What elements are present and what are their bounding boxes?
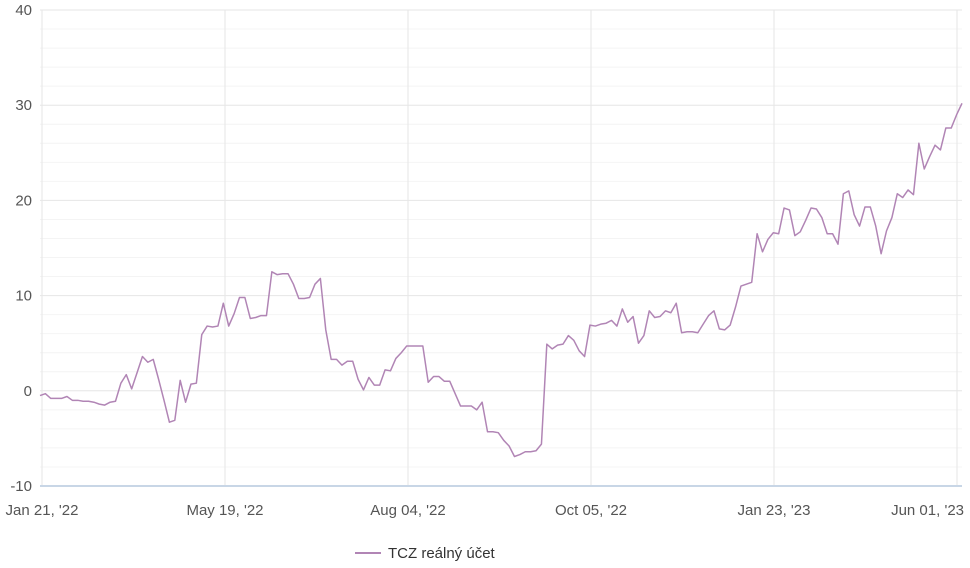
minor-gridlines <box>40 28 962 468</box>
series-line[interactable] <box>39 102 963 458</box>
y-tick-label: 0 <box>24 383 32 400</box>
y-tick-label: 10 <box>15 288 32 305</box>
y-axis-labels: -10 0 10 20 30 40 <box>10 2 32 495</box>
legend[interactable]: TCZ reálný účet <box>355 545 496 562</box>
y-tick-label: -10 <box>10 478 32 495</box>
x-tick-label: Aug 04, '22 <box>370 502 445 519</box>
series-layer <box>39 102 963 458</box>
x-tick-label: Oct 05, '22 <box>555 502 627 519</box>
y-tick-label: 40 <box>15 2 32 19</box>
x-tick-label: Jan 23, '23 <box>738 502 811 519</box>
x-axis-labels: Jan 21, '22 May 19, '22 Aug 04, '22 Oct 05,… <box>6 502 964 519</box>
y-tick-label: 30 <box>15 97 32 114</box>
x-tick-label: Jun 01, '23 <box>891 502 964 519</box>
legend-label: TCZ reálný účet <box>388 545 496 562</box>
x-tick-label: May 19, '22 <box>186 502 263 519</box>
y-tick-label: 20 <box>15 192 32 209</box>
x-tick-label: Jan 21, '22 <box>6 502 79 519</box>
major-gridlines <box>40 9 962 487</box>
